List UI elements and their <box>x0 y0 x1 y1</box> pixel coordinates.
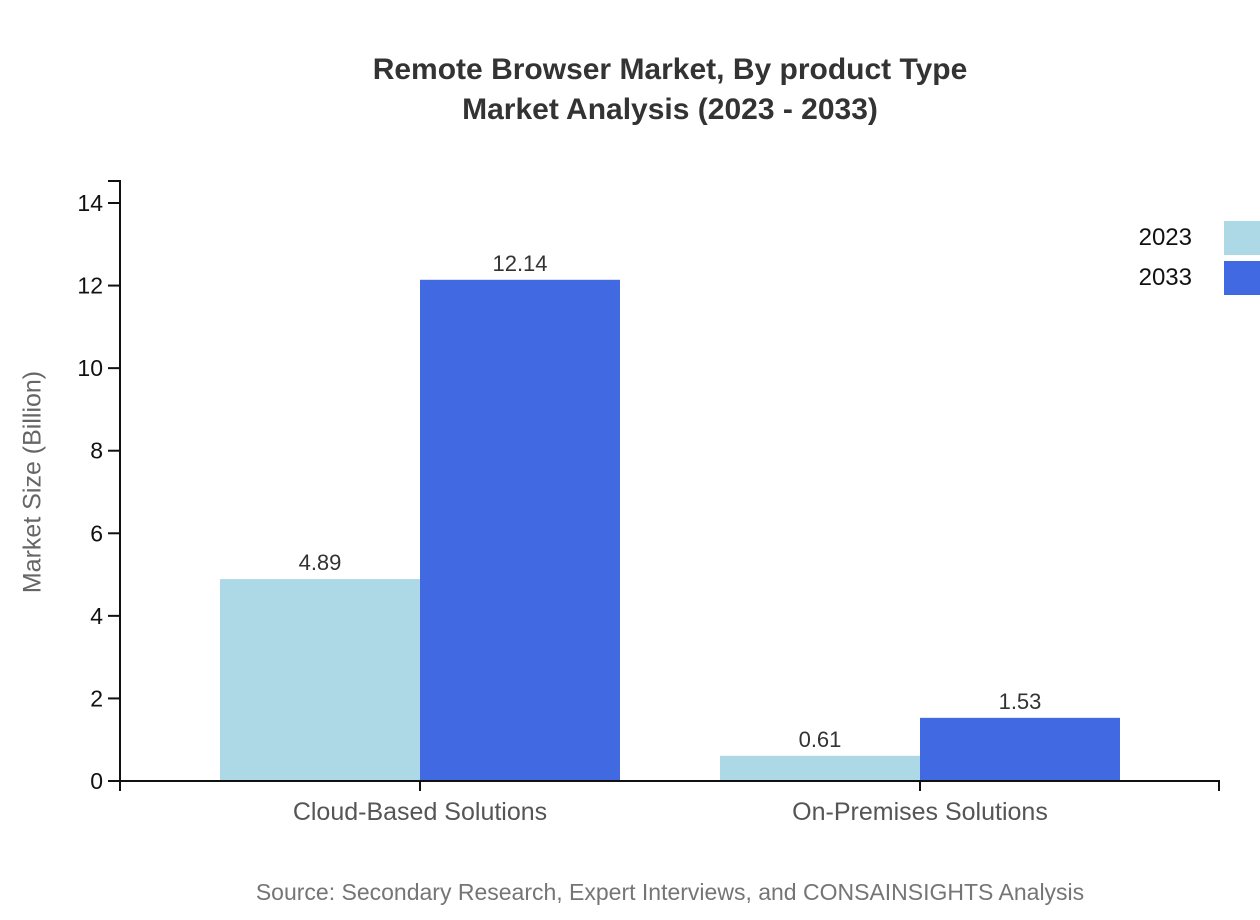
legend-label-2023: 2023 <box>1138 224 1192 251</box>
category-label-cloud-based-solutions: Cloud-Based Solutions <box>293 798 547 826</box>
category-label-on-premises-solutions: On-Premises Solutions <box>792 798 1048 826</box>
value-label-2033-cloud-based-solutions: 12.14 <box>492 251 547 276</box>
source-note: Source: Secondary Research, Expert Inter… <box>255 879 1085 905</box>
value-label-2023-on-premises-solutions: 0.61 <box>799 727 842 752</box>
legend-swatch-2033 <box>1224 261 1260 295</box>
chart-title-line1: Remote Browser Market, By product Type <box>372 53 968 86</box>
legend-label-2033: 2033 <box>1138 264 1192 291</box>
y-axis-tick-label: 8 <box>90 438 103 464</box>
y-axis-tick-label: 0 <box>90 768 103 794</box>
bar-2033-cloud-based-solutions <box>420 279 620 781</box>
y-axis-tick-label: 2 <box>90 685 103 711</box>
value-label-2023-cloud-based-solutions: 4.89 <box>299 550 342 575</box>
chart-title: Remote Browser Market, By product Type M… <box>140 50 1200 130</box>
y-axis-tick-label: 14 <box>77 190 103 216</box>
bar-2023-cloud-based-solutions <box>220 579 420 781</box>
y-axis-tick-label: 12 <box>77 273 103 299</box>
chart-title-line2: Market Analysis (2023 - 2033) <box>462 93 878 126</box>
y-axis-tick-label: 4 <box>90 603 103 629</box>
y-axis-spine <box>108 180 121 781</box>
bar-2033-on-premises-solutions <box>920 717 1120 781</box>
legend-swatch-2023 <box>1224 221 1260 255</box>
value-label-2033-on-premises-solutions: 1.53 <box>999 689 1042 714</box>
x-axis-spine <box>119 780 1220 791</box>
y-axis-tick-label: 6 <box>90 520 103 546</box>
bar-2023-on-premises-solutions <box>720 755 920 781</box>
y-axis-tick-label: 10 <box>77 355 103 381</box>
legend-item-2033: 2033 <box>1000 261 1260 295</box>
legend-item-2023: 2023 <box>1000 221 1260 255</box>
